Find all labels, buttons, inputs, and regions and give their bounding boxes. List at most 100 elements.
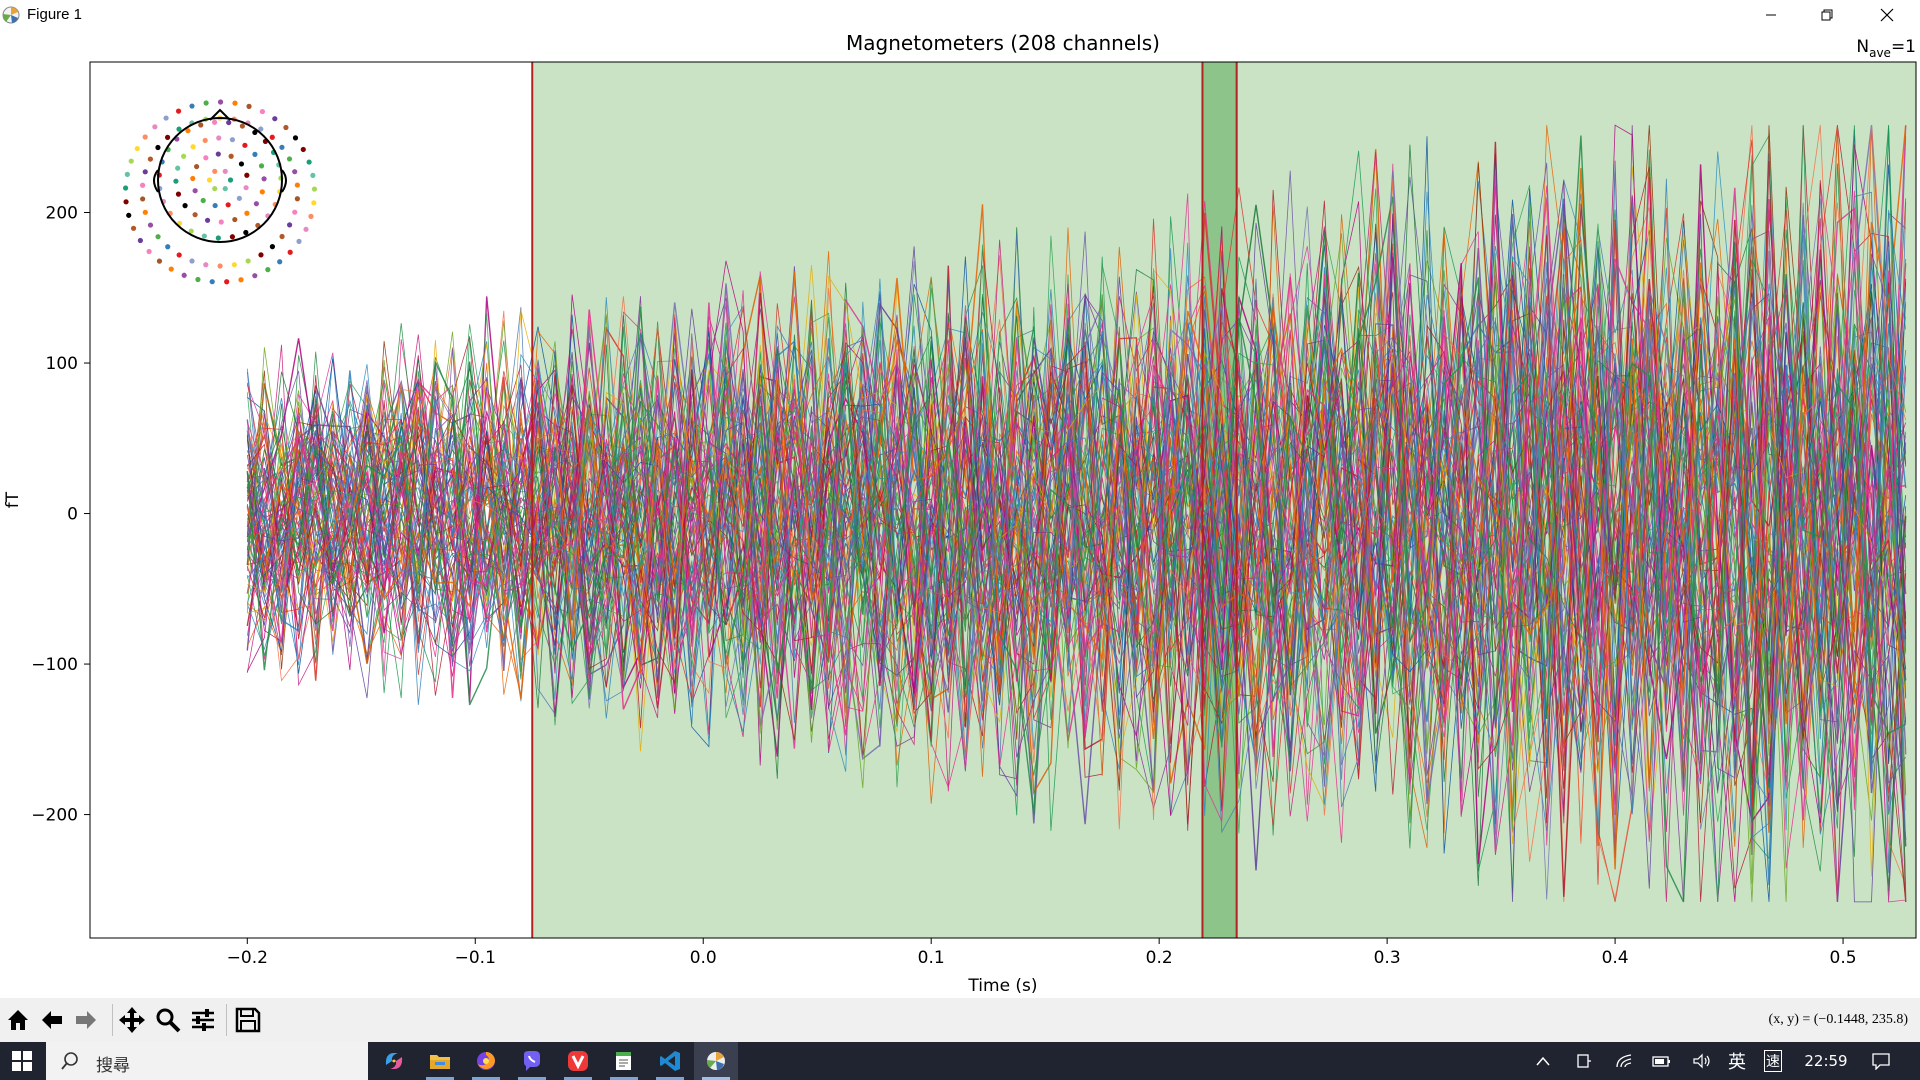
- sensor-dot: [272, 116, 278, 122]
- figure-canvas[interactable]: −0.2 −0.1 0.0 0.1 0.2 0.3 0.4 0.5 200 100 0 −100 −2…: [0, 30, 1920, 998]
- sensor-dot: [265, 267, 271, 273]
- y-tick-label: 200: [46, 204, 78, 224]
- file-explorer-icon: [430, 1055, 450, 1069]
- sensor-dot: [238, 161, 245, 167]
- sensor-dot: [279, 233, 285, 240]
- sensor-dot: [203, 155, 209, 161]
- search-placeholder: 搜尋: [96, 1056, 130, 1076]
- sensor-dot: [222, 168, 228, 174]
- taskbar-app-file-explorer[interactable]: [418, 1042, 462, 1080]
- pan-button[interactable]: [116, 1004, 148, 1036]
- sensor-dot: [252, 273, 258, 279]
- sensor-dot: [286, 222, 293, 228]
- sensor-dot: [173, 178, 179, 184]
- sensor-dot: [175, 191, 182, 197]
- running-indicator: [610, 1077, 638, 1080]
- evoked-plot[interactable]: −0.2 −0.1 0.0 0.1 0.2 0.3 0.4 0.5 200 100 0 −100 −2…: [0, 30, 1920, 998]
- sensor-dot: [227, 177, 234, 183]
- pan-icon: [119, 1007, 145, 1033]
- plot-title: Magnetometers (208 channels): [846, 31, 1160, 55]
- battery-icon: [1652, 1056, 1670, 1067]
- sensor-dot: [244, 210, 250, 216]
- sensor-dot: [165, 244, 171, 250]
- sensor-dot: [252, 129, 258, 136]
- sensor-dot: [310, 172, 316, 178]
- channel-trace: [246, 162, 1907, 787]
- head-outline: [157, 117, 283, 243]
- taskbar-app-copilot[interactable]: [372, 1042, 416, 1080]
- channel-trace: [246, 161, 1907, 817]
- minimize-button[interactable]: [1748, 0, 1794, 30]
- sensor-dot: [292, 135, 299, 141]
- sensor-dot: [128, 158, 134, 164]
- sensor-dot: [142, 169, 148, 175]
- tray-overflow-button[interactable]: [1530, 1042, 1556, 1080]
- sensor-dot: [192, 188, 198, 194]
- right-ear-outline: [281, 169, 287, 193]
- zoom-icon: [156, 1008, 181, 1033]
- vscode-icon: [660, 1051, 680, 1071]
- tray-clock[interactable]: 22:59: [1804, 1052, 1848, 1070]
- taskbar-app-python-figure[interactable]: [694, 1042, 738, 1080]
- running-indicator: [472, 1077, 500, 1080]
- sensor-dot: [134, 145, 140, 152]
- tray-wifi[interactable]: [1610, 1042, 1638, 1080]
- save-button[interactable]: [232, 1004, 264, 1036]
- notepad-icon: [616, 1052, 631, 1070]
- sensor-dot: [303, 226, 309, 232]
- taskbar-search-box[interactable]: 搜尋: [46, 1042, 368, 1080]
- sensor-dot: [269, 244, 276, 250]
- sensor-dot: [286, 156, 293, 162]
- sensor-dot: [243, 185, 249, 191]
- wifi-icon: [1616, 1054, 1632, 1068]
- x-tick-label: 0.2: [1146, 948, 1173, 968]
- sensor-dot: [217, 263, 223, 269]
- taskbar-app-viber[interactable]: [510, 1042, 554, 1080]
- sensor-dot: [226, 119, 232, 126]
- tray-ime-mode[interactable]: 速: [1758, 1042, 1788, 1080]
- forward-button[interactable]: [70, 1004, 102, 1036]
- sensor-dot: [261, 176, 267, 182]
- tray-volume[interactable]: [1688, 1042, 1716, 1080]
- tray-meet-now[interactable]: [1570, 1042, 1598, 1080]
- configure-button[interactable]: [187, 1004, 219, 1036]
- home-button[interactable]: [2, 1004, 34, 1036]
- copilot-icon: [385, 1053, 403, 1069]
- nave-n: N: [1856, 37, 1869, 57]
- sensor-dot: [212, 186, 218, 192]
- x-tick-label: 0.5: [1830, 948, 1857, 968]
- sensor-dot: [269, 134, 275, 140]
- taskbar-app-vivaldi[interactable]: [556, 1042, 600, 1080]
- sensor-dot: [212, 168, 218, 174]
- start-button[interactable]: [0, 1042, 44, 1080]
- sensor-dot: [236, 195, 242, 201]
- running-indicator: [426, 1077, 454, 1080]
- notification-icon: [1872, 1053, 1890, 1070]
- restore-icon: [1821, 9, 1833, 21]
- sensor-dot: [306, 159, 312, 165]
- tray-battery[interactable]: [1648, 1042, 1676, 1080]
- sensor-dot: [225, 202, 231, 208]
- close-button[interactable]: [1864, 0, 1910, 30]
- window-title: Figure 1: [27, 6, 83, 23]
- notification-center-button[interactable]: [1866, 1042, 1896, 1080]
- sensor-dot: [175, 165, 181, 171]
- channel-trace: [246, 125, 1907, 870]
- y-tick-label: −100: [31, 655, 78, 675]
- axes-frame: [89, 61, 1917, 939]
- taskbar-app-vscode[interactable]: [648, 1042, 692, 1080]
- back-button[interactable]: [36, 1004, 68, 1036]
- sensor-dot: [156, 258, 163, 264]
- restore-button[interactable]: [1804, 0, 1850, 30]
- sensor-dot: [182, 203, 188, 209]
- taskbar-app-notepad[interactable]: [602, 1042, 646, 1080]
- sensor-dot: [181, 272, 187, 278]
- zoom-button[interactable]: [152, 1004, 184, 1036]
- tray-ime-language[interactable]: 英: [1728, 1052, 1746, 1073]
- sensor-dot: [277, 259, 283, 265]
- sensor-dot: [242, 142, 248, 148]
- taskbar-app-firefox[interactable]: [464, 1042, 508, 1080]
- sensor-dot: [175, 108, 182, 114]
- sensor-dot: [228, 153, 234, 159]
- configure-icon: [192, 1009, 214, 1031]
